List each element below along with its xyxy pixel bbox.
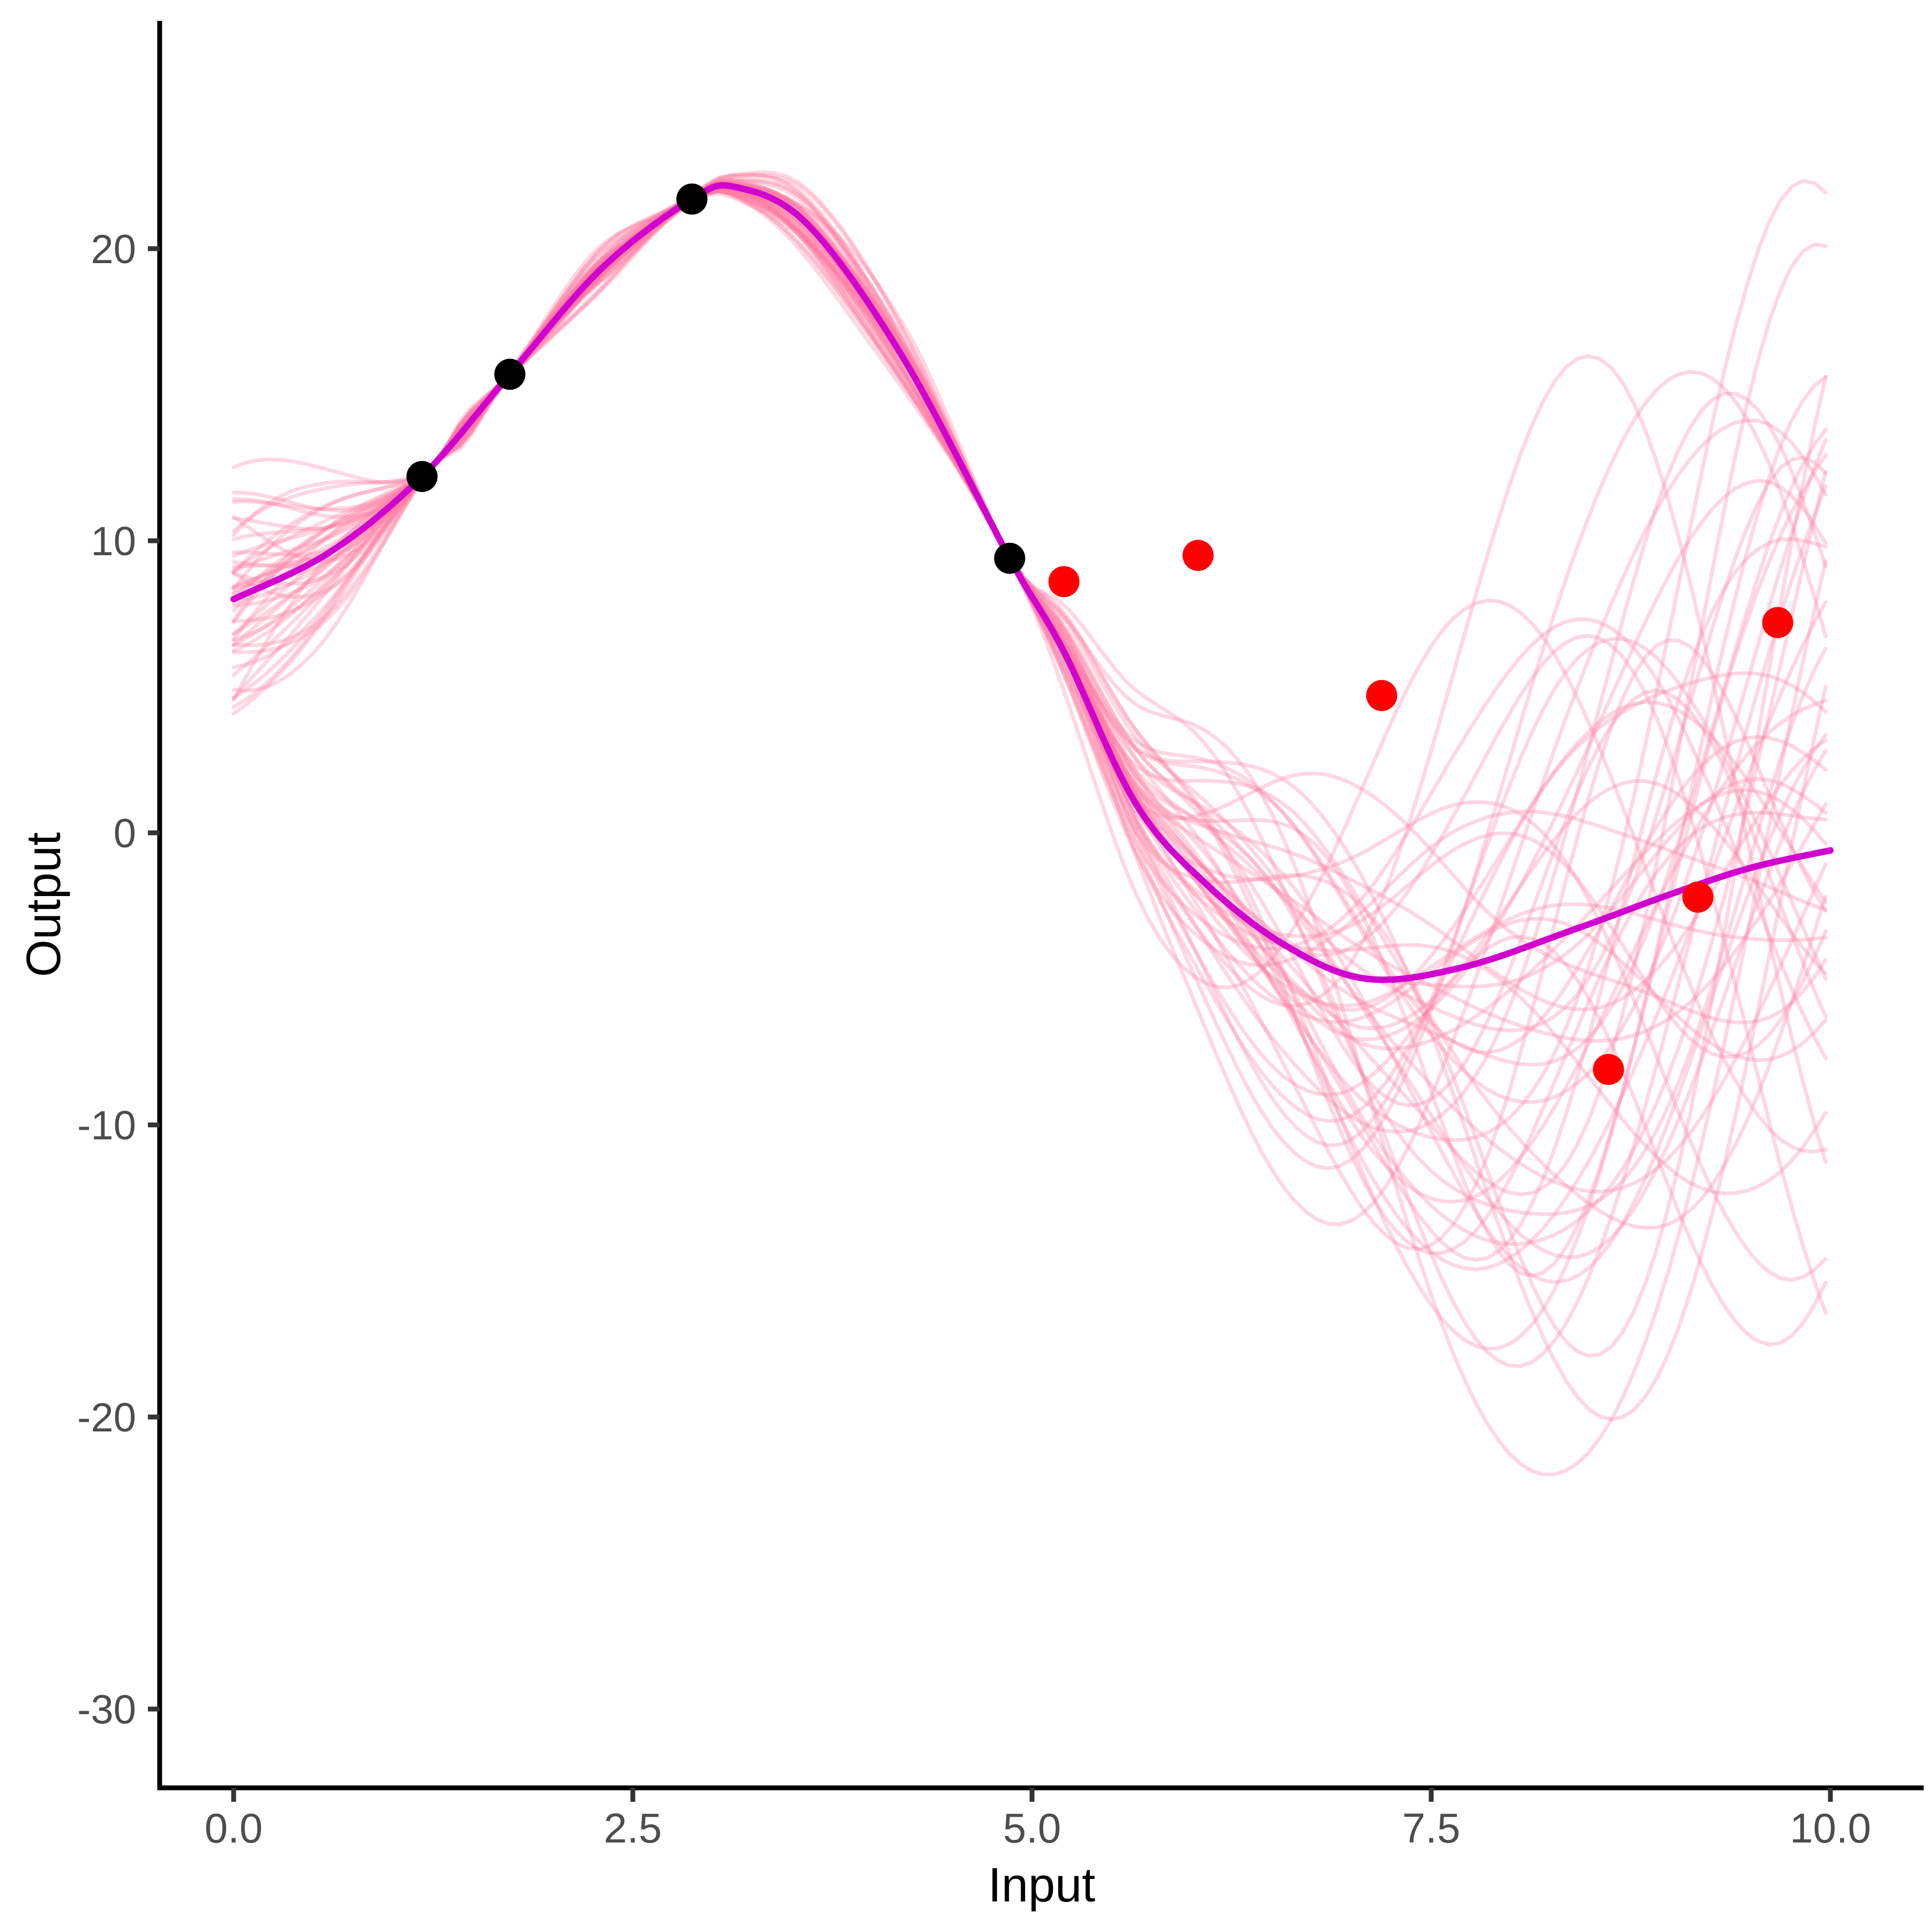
training-point: [676, 183, 708, 215]
posterior-sample-curve: [231, 178, 1828, 1227]
posterior-sample-curve: [231, 185, 1828, 1262]
posterior-sample-curve: [231, 189, 1828, 1105]
y-tick-label: 10: [91, 519, 136, 564]
x-axis-title: Input: [988, 1859, 1095, 1912]
posterior-sample-curve: [231, 185, 1828, 1031]
axes-group: 0.0 2.5 5.0 7.5 10.0 20 10 0 -10 -20 -30: [77, 21, 1924, 1852]
posterior-sample-curve: [231, 189, 1828, 1041]
posterior-mean-curve: [230, 182, 1834, 983]
y-tick-label: 0: [114, 811, 136, 856]
x-tick-label: 7.5: [1402, 1804, 1460, 1852]
posterior-sample-curve: [231, 180, 1828, 967]
posterior-sample-curve: [231, 182, 1828, 1062]
x-tick-label: 10.0: [1790, 1804, 1871, 1852]
y-axis-title: Output: [17, 832, 71, 977]
posterior-sample-curve: [231, 184, 1828, 1271]
posterior-sample-curve: [231, 181, 1828, 1164]
test-point: [1592, 1054, 1624, 1085]
training-point: [406, 461, 438, 493]
posterior-sample-curve: [231, 182, 1828, 1230]
training-points-group: [406, 183, 1026, 574]
y-tick-label: -30: [77, 1687, 136, 1733]
posterior-sample-curve: [231, 185, 1828, 1170]
y-tick-label: -20: [77, 1395, 136, 1441]
posterior-sample-curves: [231, 170, 1828, 1476]
x-tick-label: 5.0: [1003, 1804, 1061, 1852]
test-point: [1762, 607, 1793, 638]
posterior-sample-curve: [231, 173, 1828, 1358]
y-tick-label: 20: [91, 227, 136, 272]
posterior-sample-curve: [231, 183, 1828, 1278]
x-tick-label: 0.0: [205, 1804, 263, 1852]
posterior-sample-curve: [231, 189, 1828, 1259]
posterior-sample-curve: [231, 189, 1828, 1217]
test-point: [1182, 540, 1214, 571]
posterior-mean-curve-group: [230, 182, 1834, 983]
test-point: [1366, 680, 1397, 711]
training-point: [994, 542, 1026, 574]
x-tick-label: 2.5: [604, 1804, 662, 1852]
test-points-group: [1048, 540, 1793, 1085]
test-point: [1048, 566, 1080, 598]
training-point: [494, 359, 526, 390]
y-tick-label: -10: [77, 1103, 136, 1148]
posterior-sample-curve: [231, 184, 1828, 1204]
test-point: [1682, 881, 1714, 913]
